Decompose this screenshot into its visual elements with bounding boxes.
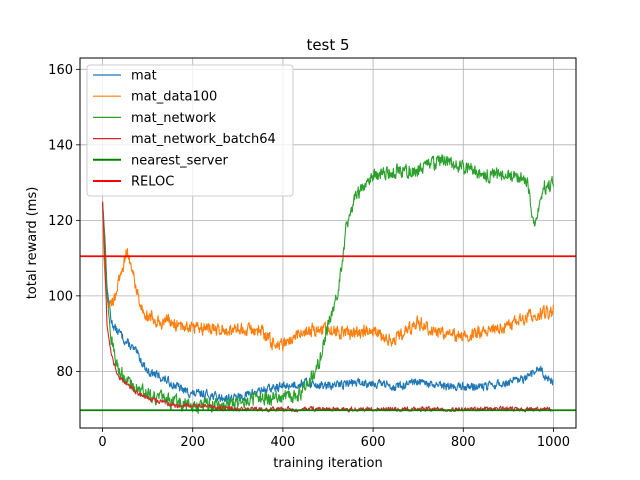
y-tick-label: 80 — [56, 365, 73, 380]
legend-label-reloc: RELOC — [131, 175, 174, 190]
y-tick-label: 120 — [48, 214, 73, 229]
series-line-mat-network-batch64 — [102, 201, 554, 413]
series-lines — [80, 154, 576, 414]
y-tick-label: 140 — [48, 138, 73, 153]
x-tick-label: 1000 — [537, 435, 570, 450]
axis-ticks: 0 200 400 600 800 1000 80 100 120 140 160 — [48, 63, 570, 450]
x-axis-label: training iteration — [273, 456, 382, 471]
x-tick-label: 800 — [451, 435, 476, 450]
series-line-mat — [102, 202, 554, 404]
legend-label-mat-network-batch64: mat_network_batch64 — [131, 132, 276, 147]
legend-label-mat-network: mat_network — [131, 111, 216, 126]
y-tick-label: 100 — [48, 289, 73, 304]
legend-label-mat: mat — [131, 69, 157, 84]
legend: mat mat_data100 mat_network mat_network_bat… — [86, 64, 294, 197]
x-tick-label: 600 — [361, 435, 386, 450]
legend-label-mat-data100: mat_data100 — [131, 90, 217, 105]
legend-box — [86, 64, 294, 197]
y-tick-label: 160 — [48, 63, 73, 78]
plot-frame — [79, 57, 577, 429]
x-tick-label: 400 — [270, 435, 295, 450]
x-tick-label: 200 — [180, 435, 205, 450]
legend-label-nearest-server: nearest_server — [131, 153, 228, 168]
x-tick-label: 0 — [98, 435, 106, 450]
chart-title: test 5 — [306, 36, 349, 54]
y-axis-label: total reward (ms) — [25, 187, 40, 300]
series-line-mat-network — [102, 154, 554, 414]
